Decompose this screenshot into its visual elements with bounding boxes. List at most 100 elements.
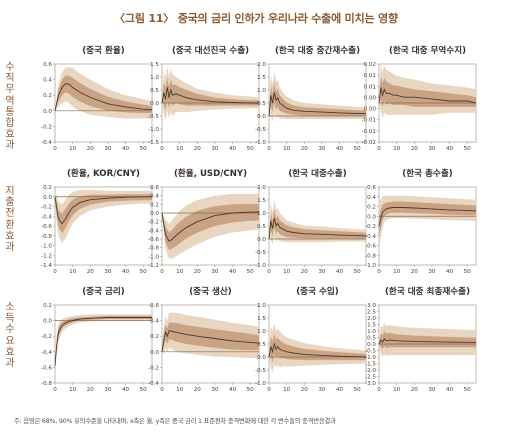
chart-panel-2: (중국 대선진국 수출) 1.5 1.0 0.5 0.0 -0.5 -1.0 -1.50 10 2… <box>148 44 260 152</box>
y-tick-label: 0.5 <box>367 336 376 342</box>
x-tick-label: 40 <box>122 387 130 393</box>
x-tick-label: 30 <box>104 146 112 152</box>
y-tick-label: 2.5 <box>367 310 376 316</box>
x-tick-label: 10 <box>176 146 184 152</box>
chart-panel-4: (한국 대중 무역수지) 0.02 0.01 0.01 0.00 0.00 -0.01 -0.… <box>362 44 477 152</box>
band-90 <box>55 314 152 366</box>
y-tick-label: -1.0 <box>148 127 159 133</box>
footnote: 주: 음영은 68%, 90% 유의수준을 나타내며, x축은 월, y축은 중… <box>14 418 336 425</box>
x-tick-label: 50 <box>247 146 255 152</box>
x-tick-label: 40 <box>446 146 454 152</box>
y-tick-label: -0.8 <box>148 246 159 252</box>
y-tick-label: -0.6 <box>148 237 159 243</box>
y-tick-label: 0.4 <box>150 319 159 325</box>
y-tick-label: 2.0 <box>257 303 266 309</box>
x-tick-label: 0 <box>53 269 57 275</box>
y-tick-label: -0.4 <box>41 140 52 146</box>
x-tick-label: 20 <box>194 146 202 152</box>
x-tick-label: 20 <box>87 387 95 393</box>
x-tick-label: 0 <box>160 146 164 152</box>
y-tick-label: 0.00 <box>364 95 377 101</box>
y-tick-label: -0.2 <box>148 220 159 226</box>
response-line <box>161 87 259 104</box>
y-tick-label: -1.5 <box>365 362 376 368</box>
y-tick-label: -0.5 <box>148 114 159 120</box>
y-tick-label: 0.0 <box>257 114 266 120</box>
x-tick-label: 0 <box>377 269 381 275</box>
y-tick-label: -0.4 <box>148 228 159 234</box>
band-68 <box>379 75 476 107</box>
y-tick-label: 0.5 <box>150 88 159 94</box>
y-tick-label: 0.4 <box>43 78 52 84</box>
chart-panel-3: (한국 대중 중간재수출) 2.0 1.5 1.0 0.5 0.0 -0.5 -1.00 10 2… <box>255 44 367 152</box>
panel-title: (중국 수입) <box>296 285 339 297</box>
y-tick-label: -0.2 <box>148 365 159 371</box>
band-68 <box>269 333 366 363</box>
y-tick-label: 1.5 <box>257 75 266 81</box>
y-tick-label: 1.0 <box>150 75 159 81</box>
y-tick-label: -1.0 <box>41 244 52 250</box>
x-tick-label: 10 <box>283 146 291 152</box>
x-tick-label: 10 <box>283 387 291 393</box>
chart-panel-12: (한국 대중 최종재수출)3.02.52.01.51.00.50.0-0.5-1… <box>365 285 477 393</box>
y-tick-label: -0.01 <box>362 118 377 124</box>
y-tick-label: 0.2 <box>367 205 376 211</box>
x-tick-label: 30 <box>104 269 112 275</box>
response-line <box>54 317 152 366</box>
band-68 <box>55 75 152 114</box>
y-tick-label: -0.5 <box>255 127 266 133</box>
y-tick-label: 1.0 <box>257 329 266 335</box>
x-tick-label: 20 <box>87 146 95 152</box>
y-tick-label: -0.2 <box>41 205 52 211</box>
y-tick-label: 0.5 <box>257 101 266 107</box>
y-tick-label: -0.5 <box>255 250 266 256</box>
response-line <box>161 330 260 352</box>
x-tick-label: 30 <box>104 387 112 393</box>
panel-title: (한국 대중수출) <box>288 167 346 179</box>
x-tick-label: 20 <box>301 146 309 152</box>
y-tick-label: -0.01 <box>362 129 377 135</box>
x-tick-label: 40 <box>446 387 454 393</box>
y-tick-label: -3.0 <box>365 381 376 387</box>
y-tick-label: 0.2 <box>43 93 52 99</box>
chart-panel-1: (중국 환율) 0.6 0.4 0.2 0.0 -0.2 -0.40 10 20 30 40 50 <box>41 44 153 152</box>
band-68 <box>55 194 152 234</box>
x-tick-label: 50 <box>354 269 362 275</box>
y-tick-label: 0.2 <box>150 334 159 340</box>
x-tick-label: 20 <box>194 387 202 393</box>
figure-title: 〈그림 11〉 중국의 금리 인하가 우리나라 수출에 미치는 영향 <box>114 12 398 25</box>
y-tick-label: 0.6 <box>367 185 376 191</box>
response-line <box>378 207 477 227</box>
y-tick-label: 1.0 <box>257 88 266 94</box>
y-tick-label: -1.0 <box>255 263 266 269</box>
x-tick-label: 50 <box>247 269 255 275</box>
x-tick-label: 0 <box>267 269 271 275</box>
x-tick-label: 20 <box>87 269 95 275</box>
y-tick-label: -2.0 <box>365 368 376 374</box>
response-line <box>268 92 366 117</box>
x-tick-label: 40 <box>336 146 344 152</box>
x-tick-label: 0 <box>267 146 271 152</box>
band-90 <box>269 323 366 373</box>
y-tick-label: -0.8 <box>365 253 376 259</box>
y-tick-label: -0.6 <box>41 365 52 371</box>
y-tick-label: 0.0 <box>150 350 159 356</box>
y-tick-label: 1.0 <box>257 211 266 217</box>
y-tick-label: 0.0 <box>150 101 159 107</box>
response-line <box>268 342 367 358</box>
x-tick-label: 40 <box>229 269 237 275</box>
x-tick-label: 20 <box>194 269 202 275</box>
panel-frame <box>54 304 153 384</box>
response-line <box>268 218 367 240</box>
x-tick-label: 40 <box>229 146 237 152</box>
panel-title: (한국 대중 중간재수출) <box>275 44 360 56</box>
y-tick-label: -0.4 <box>41 214 52 220</box>
y-tick-label: -0.6 <box>365 244 376 250</box>
y-tick-label: -0.4 <box>41 350 52 356</box>
x-tick-label: 0 <box>377 387 381 393</box>
y-tick-label: -0.4 <box>365 234 376 240</box>
x-tick-label: 10 <box>176 387 184 393</box>
panel-title: (한국 총수출) <box>402 167 452 179</box>
y-tick-label: 0.01 <box>364 84 377 90</box>
y-tick-label: 0.00 <box>364 107 377 113</box>
